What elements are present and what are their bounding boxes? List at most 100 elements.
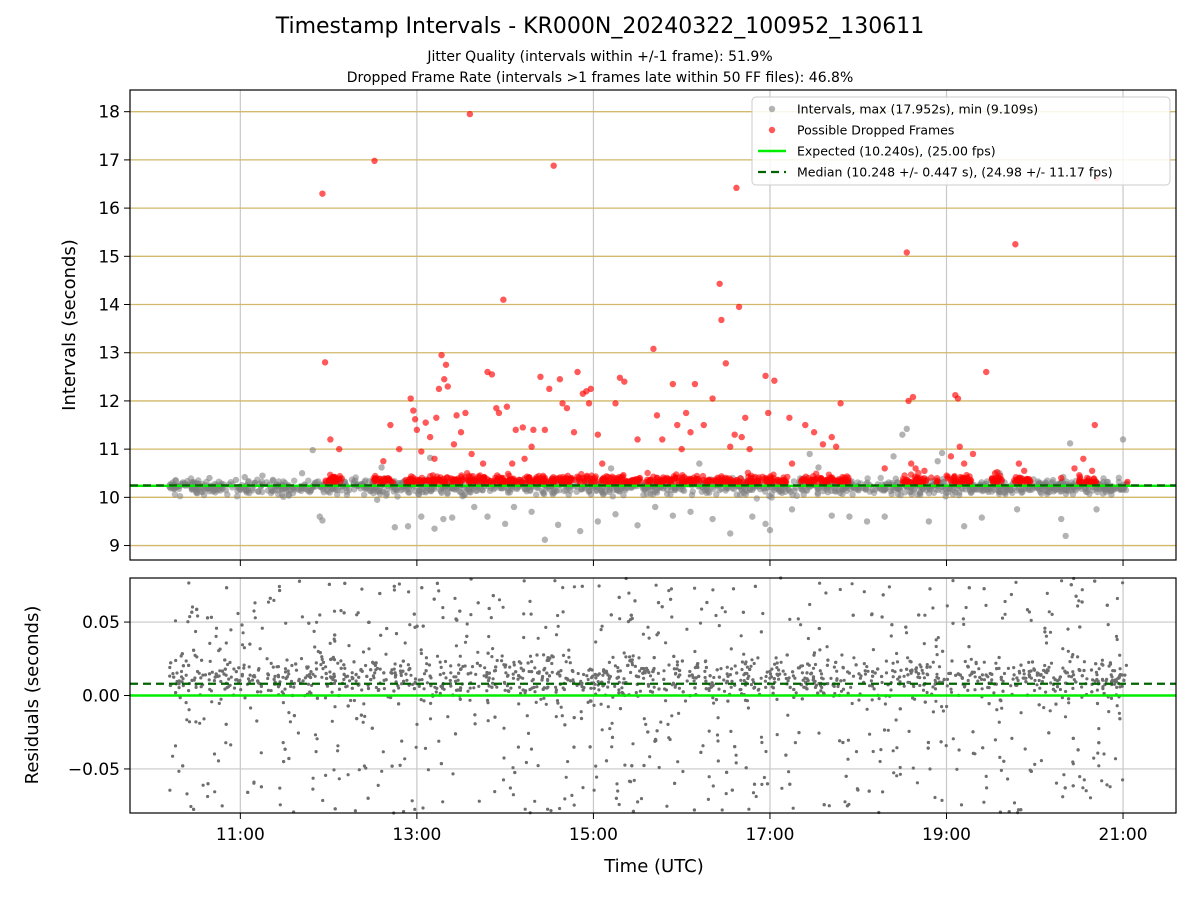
residual-point	[186, 620, 190, 624]
dropped-frame-point	[471, 477, 478, 485]
residual-point	[530, 670, 534, 674]
residual-point	[421, 806, 425, 810]
residual-point	[777, 668, 781, 672]
residual-point	[652, 685, 656, 689]
residual-point	[1060, 579, 1064, 583]
residual-point	[508, 786, 512, 790]
dropped-frame-point	[733, 184, 740, 192]
interval-point	[983, 486, 991, 494]
residual-point	[871, 674, 875, 678]
residual-point	[1044, 690, 1048, 694]
residual-point	[854, 663, 858, 667]
residual-point	[708, 674, 712, 678]
residual-point	[424, 669, 428, 673]
residual-point	[380, 769, 384, 773]
residual-point	[544, 702, 548, 706]
interval-point	[667, 491, 674, 498]
residual-point	[805, 671, 809, 675]
residual-point	[332, 658, 337, 662]
residual-point	[206, 782, 210, 786]
residual-point	[324, 665, 328, 669]
interval-point	[309, 446, 316, 454]
residual-point	[1035, 683, 1039, 687]
residual-point	[678, 668, 682, 673]
residual-point	[670, 615, 674, 619]
residual-point	[985, 786, 989, 790]
residual-point	[957, 748, 961, 752]
residual-point	[179, 669, 184, 674]
residual-point	[561, 653, 566, 658]
residual-point	[914, 667, 918, 671]
residual-point	[800, 664, 805, 668]
residual-point	[784, 753, 788, 757]
residual-point	[657, 687, 661, 691]
dropped-frame-point	[512, 426, 519, 434]
residual-point	[616, 669, 620, 673]
residual-point	[800, 697, 804, 701]
residual-point	[339, 609, 343, 613]
residual-point	[594, 676, 598, 680]
residual-point	[937, 665, 942, 669]
residual-point	[681, 690, 685, 694]
residual-point	[273, 674, 277, 679]
residual-point	[506, 689, 510, 693]
residual-point	[514, 670, 518, 674]
interval-point	[172, 477, 179, 484]
residual-point	[925, 672, 929, 676]
residual-point	[1016, 808, 1021, 812]
residual-point	[1091, 678, 1095, 682]
legend-marker-intervals	[768, 105, 776, 113]
residual-point	[740, 667, 744, 672]
residual-point	[1058, 675, 1062, 679]
residual-point	[791, 806, 795, 810]
residual-point	[529, 612, 533, 616]
residual-point	[266, 673, 270, 677]
residual-point	[303, 676, 307, 680]
interval-point	[556, 486, 563, 494]
residual-point	[438, 691, 442, 696]
interval-point	[775, 486, 782, 493]
interval-point	[718, 485, 725, 493]
interval-point	[232, 476, 240, 484]
residual-point	[393, 662, 397, 666]
residual-point	[994, 661, 998, 665]
residual-point	[490, 685, 494, 689]
residual-point	[287, 672, 291, 676]
residual-point	[1006, 666, 1011, 671]
dropped-frame-point	[1080, 455, 1087, 462]
residual-point	[366, 796, 370, 800]
residual-point	[839, 679, 843, 683]
residual-point	[545, 671, 549, 675]
interval-point	[753, 495, 760, 502]
residual-point	[242, 666, 246, 670]
residual-point	[1107, 710, 1111, 714]
interval-point	[669, 512, 677, 519]
residual-point	[1012, 666, 1016, 670]
residual-point	[407, 590, 411, 594]
residual-point	[934, 699, 938, 703]
dropped-frame-point	[457, 477, 464, 484]
residual-point	[223, 658, 227, 662]
dropped-frame-point	[636, 475, 643, 482]
residual-point	[289, 679, 294, 684]
residual-point	[674, 671, 678, 676]
residual-point	[333, 705, 337, 709]
residual-point	[294, 668, 299, 672]
residual-point	[441, 606, 445, 610]
residual-point	[667, 589, 671, 593]
interval-point	[1044, 488, 1052, 496]
residual-point	[336, 749, 340, 753]
residual-point	[613, 684, 617, 689]
residual-point	[269, 689, 273, 693]
residual-point	[570, 669, 575, 673]
residual-point	[413, 807, 417, 812]
residual-point	[602, 668, 606, 672]
residual-point	[229, 743, 233, 747]
interval-point	[687, 508, 694, 515]
dropped-frame-point	[1024, 475, 1031, 483]
residual-point	[1022, 672, 1026, 676]
dropped-frame-point	[493, 404, 500, 412]
legend-marker-dropped	[768, 126, 776, 134]
residual-point	[502, 756, 506, 760]
residual-point	[709, 685, 713, 689]
